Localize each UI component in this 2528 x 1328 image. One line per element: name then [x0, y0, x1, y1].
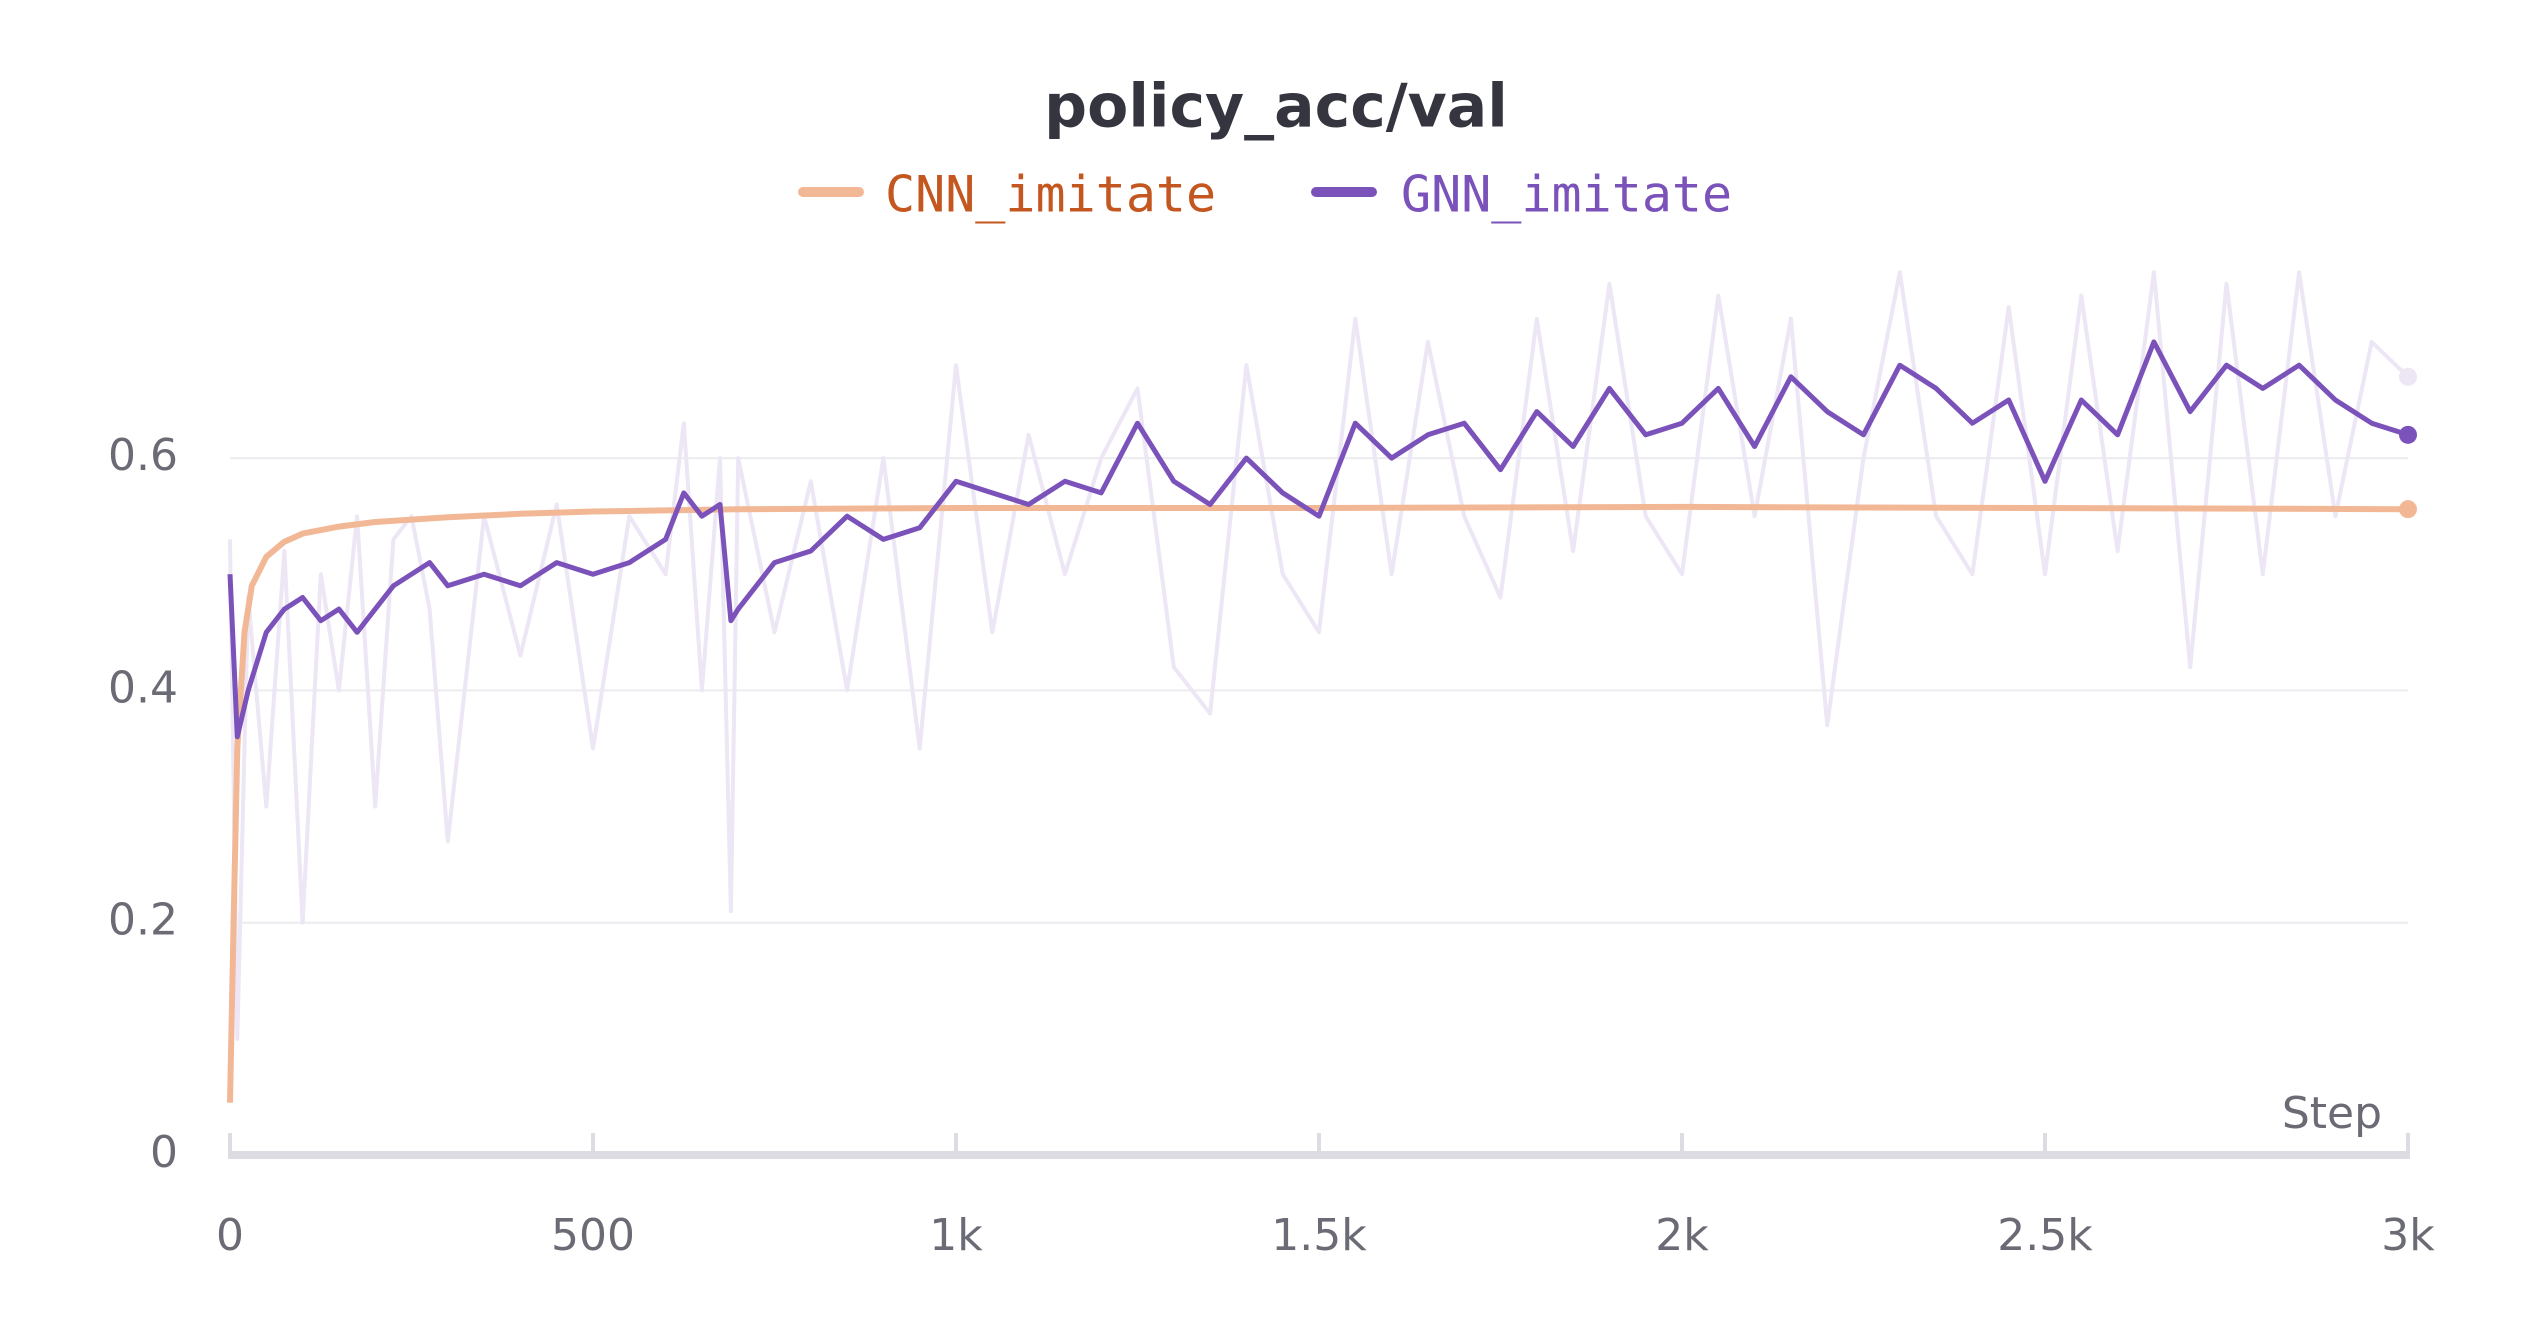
end-dot	[2399, 500, 2417, 519]
x-tick-label: 0	[216, 1210, 244, 1261]
x-tick-label: 500	[551, 1210, 635, 1261]
x-tick-label: 3k	[2381, 1210, 2435, 1261]
y-tick-label: 0.4	[108, 662, 178, 713]
end-dot	[2399, 425, 2417, 444]
end-dot	[2399, 367, 2417, 386]
chart-title: policy_acc/val	[1044, 72, 1508, 142]
x-tick-label: 2.5k	[1997, 1210, 2093, 1261]
series-line	[228, 270, 2410, 1041]
y-tick-label: 0.2	[108, 895, 178, 946]
y-tick-label: 0	[150, 1127, 178, 1178]
x-tick-label: 2k	[1655, 1210, 1709, 1261]
series-line	[227, 503, 2409, 1103]
x-tick-label: 1.5k	[1271, 1210, 1367, 1261]
legend-label: CNN_imitate	[885, 166, 1216, 224]
series-line	[227, 339, 2409, 740]
x-tick-label: 1k	[929, 1210, 983, 1261]
legend-label: GNN_imitate	[1401, 166, 1732, 224]
y-tick-label: 0.6	[108, 430, 178, 481]
x-axis-label: Step	[2282, 1088, 2382, 1139]
